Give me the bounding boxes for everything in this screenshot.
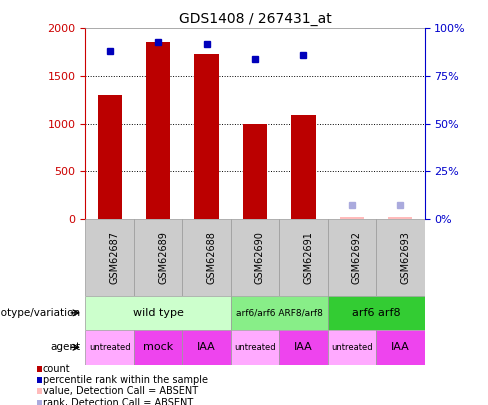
Text: GSM62693: GSM62693	[400, 231, 410, 284]
Text: untreated: untreated	[89, 343, 130, 352]
Text: genotype/variation: genotype/variation	[0, 308, 81, 318]
Text: GSM62691: GSM62691	[304, 231, 313, 284]
Bar	[183, 330, 231, 364]
Text: GSM62687: GSM62687	[110, 231, 120, 284]
Bar	[146, 42, 170, 219]
Bar	[183, 219, 231, 296]
Title: GDS1408 / 267431_at: GDS1408 / 267431_at	[179, 12, 331, 26]
Text: IAA: IAA	[197, 342, 216, 352]
Text: wild type: wild type	[133, 308, 183, 318]
Bar	[388, 217, 412, 219]
Text: rank, Detection Call = ABSENT: rank, Detection Call = ABSENT	[43, 398, 193, 405]
Bar	[279, 219, 327, 296]
Bar	[376, 219, 425, 296]
Bar	[194, 54, 219, 219]
Text: untreated: untreated	[234, 343, 276, 352]
Text: value, Detection Call = ABSENT: value, Detection Call = ABSENT	[43, 386, 198, 396]
Bar	[85, 296, 231, 330]
Bar	[279, 330, 327, 364]
Text: arf6/arf6 ARF8/arf8: arf6/arf6 ARF8/arf8	[236, 308, 323, 318]
Text: IAA: IAA	[391, 342, 410, 352]
Text: GSM62692: GSM62692	[352, 231, 362, 284]
Bar	[134, 219, 183, 296]
Bar	[134, 330, 183, 364]
Bar	[231, 330, 279, 364]
Bar	[85, 219, 134, 296]
Bar	[327, 330, 376, 364]
Text: untreated: untreated	[331, 343, 373, 352]
Text: GSM62689: GSM62689	[158, 231, 168, 284]
Bar	[243, 124, 267, 219]
Bar	[231, 296, 327, 330]
Text: IAA: IAA	[294, 342, 313, 352]
Text: count: count	[43, 364, 70, 373]
Bar	[85, 330, 134, 364]
Bar	[376, 330, 425, 364]
Bar	[327, 296, 425, 330]
Bar	[340, 217, 364, 219]
Bar	[98, 95, 122, 219]
Bar	[327, 219, 376, 296]
Text: mock: mock	[143, 342, 173, 352]
Text: agent: agent	[50, 342, 81, 352]
Text: arf6 arf8: arf6 arf8	[352, 308, 401, 318]
Text: GSM62688: GSM62688	[206, 231, 217, 284]
Text: percentile rank within the sample: percentile rank within the sample	[43, 375, 208, 385]
Bar	[231, 219, 279, 296]
Text: GSM62690: GSM62690	[255, 231, 265, 284]
Bar	[291, 115, 316, 219]
